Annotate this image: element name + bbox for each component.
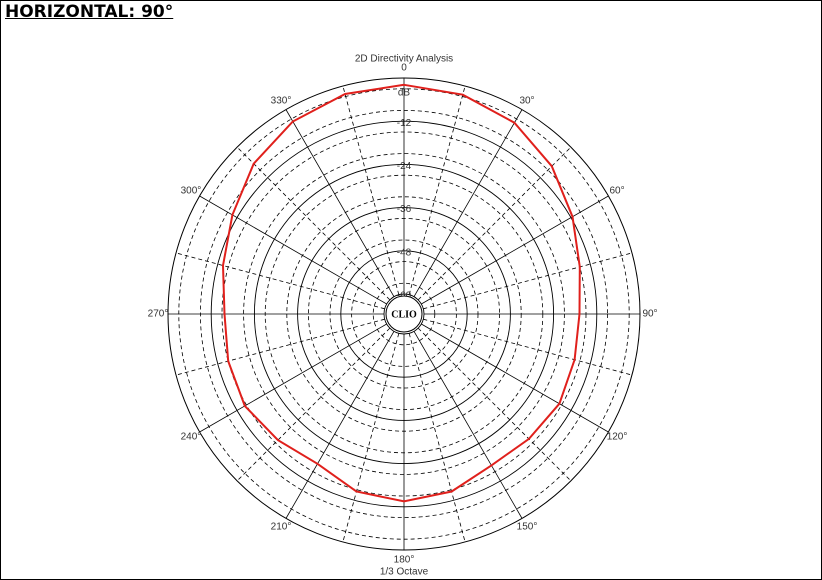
theta-tick-label: 150° xyxy=(517,522,538,533)
theta-tick-label: 180° xyxy=(394,555,415,566)
logo-circle xyxy=(385,295,423,333)
grid-circle xyxy=(340,250,468,378)
spoke-minor xyxy=(342,85,400,295)
theta-tick-label: 300° xyxy=(181,186,202,197)
spoke xyxy=(413,109,523,297)
heading: HORIZONTAL: 90° xyxy=(5,2,174,22)
spoke-minor xyxy=(423,252,633,310)
grid-circle xyxy=(210,120,598,508)
theta-tick-label: 210° xyxy=(271,522,292,533)
theta-tick-label: 330° xyxy=(271,96,292,107)
r-tick-label: -48 xyxy=(397,247,412,258)
theta-tick-label: 270° xyxy=(148,309,169,320)
chart-subtitle: 1/3 Octave xyxy=(380,567,429,578)
spoke-minor xyxy=(423,318,633,376)
spoke xyxy=(421,195,609,305)
grid-circle xyxy=(383,293,425,335)
spoke xyxy=(285,109,395,297)
spoke-minor xyxy=(408,85,466,295)
logo: CLIO xyxy=(391,309,417,320)
theta-tick-label: 120° xyxy=(607,432,628,443)
spoke xyxy=(199,323,387,433)
theta-tick-label: 90° xyxy=(642,309,657,320)
grid-circle xyxy=(253,163,555,465)
spoke xyxy=(285,331,395,519)
spoke-minor xyxy=(236,327,391,482)
spoke xyxy=(421,323,609,433)
spoke xyxy=(199,195,387,305)
spoke-minor xyxy=(175,252,385,310)
chart-title: 2D Directivity Analysis xyxy=(355,54,453,65)
theta-tick-label: 0 xyxy=(401,63,407,74)
r-tick-label: -36 xyxy=(397,204,412,215)
polar-line xyxy=(221,83,581,503)
theta-tick-label: 60° xyxy=(609,186,624,197)
theta-tick-label: 240° xyxy=(181,432,202,443)
r-unit: dB xyxy=(398,88,411,99)
spoke-minor xyxy=(408,333,466,543)
theta-tick-label: 30° xyxy=(519,96,534,107)
spoke-minor xyxy=(417,327,572,482)
spoke-minor xyxy=(236,146,391,301)
r-tick-label: -24 xyxy=(397,161,412,172)
spoke-minor xyxy=(417,146,572,301)
spoke-minor xyxy=(175,318,385,376)
spoke-minor xyxy=(342,333,400,543)
r-tick-label: -12 xyxy=(397,118,412,129)
spoke xyxy=(413,331,523,519)
grid-circle xyxy=(297,207,511,421)
